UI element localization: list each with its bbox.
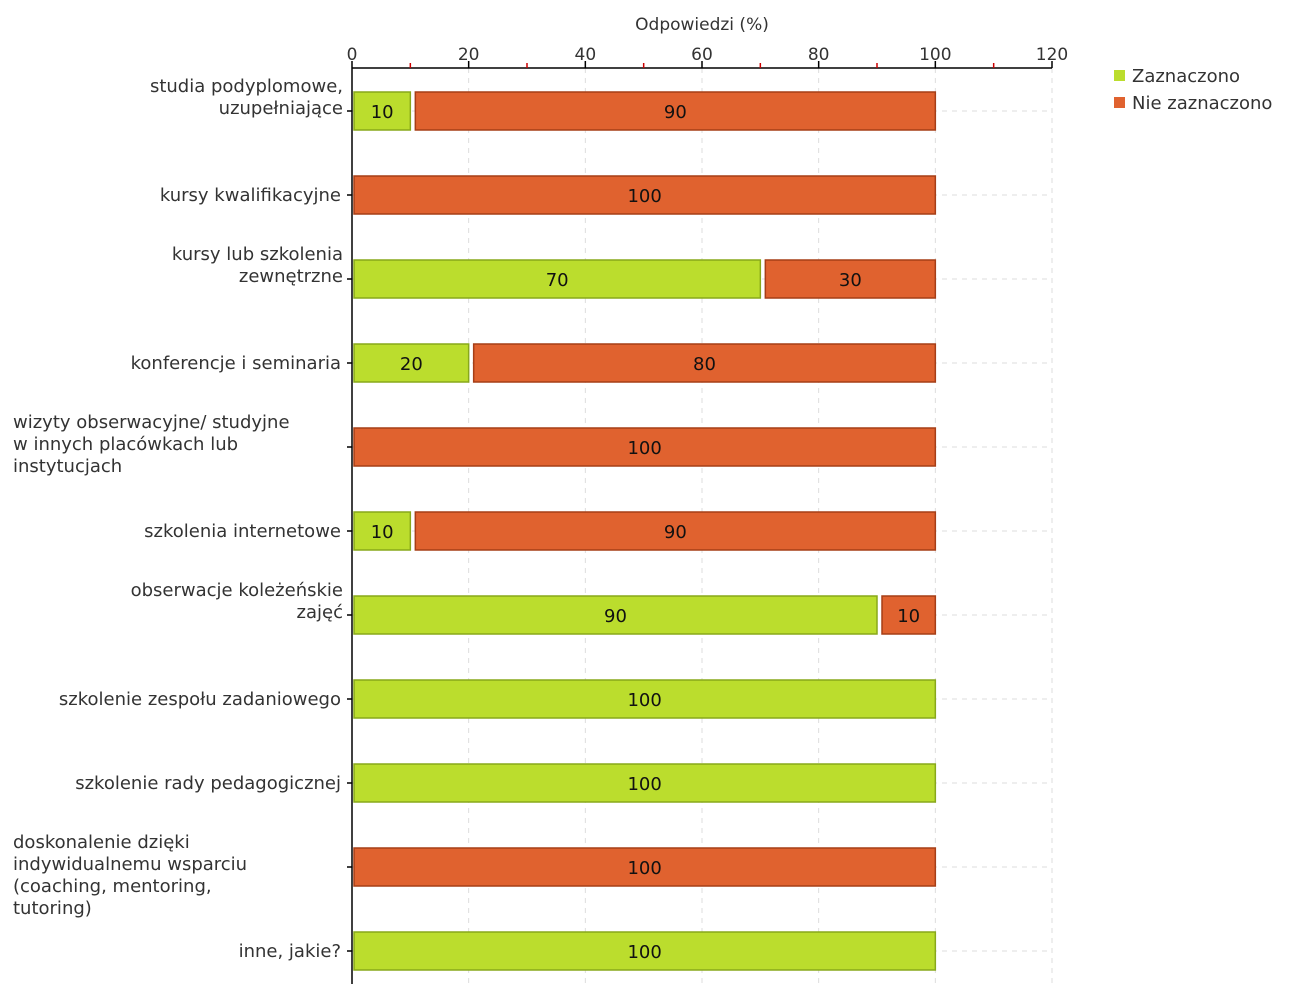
- category-label: instytucjach: [13, 456, 122, 477]
- category-label: obserwacje koleżeńskie: [131, 580, 343, 601]
- legend-label: Nie zaznaczono: [1132, 93, 1272, 114]
- bar-value-label: 30: [839, 270, 862, 291]
- bar-value-label: 90: [664, 102, 687, 123]
- category-label: kursy lub szkolenia: [172, 244, 343, 265]
- bar-segment: [353, 511, 412, 551]
- bar-value-label: 100: [627, 774, 661, 795]
- x-axis-ticks: 0 20 40 60 80 100 120: [347, 45, 1068, 952]
- category-label: szkolenie rady pedagogicznej: [75, 773, 341, 794]
- bar-segment: [353, 679, 937, 719]
- bar-segment: [353, 931, 937, 971]
- bar-value-label: 100: [627, 438, 661, 459]
- category-label: szkolenia internetowe: [144, 521, 341, 542]
- category-label: uzupełniające: [219, 98, 343, 119]
- x-tick-label: 0: [347, 45, 358, 65]
- category-label: wizyty obserwacyjne/ studyjne: [13, 412, 290, 433]
- bar-segment: [353, 259, 762, 299]
- category-label: kursy kwalifikacyjne: [160, 185, 341, 206]
- category-label: konferencje i seminaria: [131, 353, 341, 374]
- category-label: zajęć: [297, 602, 343, 623]
- bar-segment: [472, 343, 937, 383]
- category-label: (coaching, mentoring,: [13, 876, 212, 897]
- category-label: zewnętrzne: [239, 266, 343, 287]
- category-label: inne, jakie?: [239, 941, 341, 962]
- x-tick-label: 80: [808, 45, 830, 65]
- bar-value-label: 10: [371, 522, 394, 543]
- bar-value-label: 10: [897, 606, 920, 627]
- bars: 10 90 100 70 30 20 80 100 10 90 90 10 100 100 100 100: [353, 91, 937, 971]
- category-label: szkolenie zespołu zadaniowego: [59, 689, 341, 710]
- category-label: doskonalenie dzięki: [13, 832, 190, 853]
- bar-segment: [353, 91, 412, 131]
- legend-swatch: [1114, 97, 1125, 108]
- bar-segment: [353, 595, 878, 635]
- bar-segment: [353, 847, 937, 887]
- bar-value-label: 80: [693, 354, 716, 375]
- bar-value-label: 100: [627, 942, 661, 963]
- bar-value-label: 100: [627, 858, 661, 879]
- legend-label: Zaznaczono: [1132, 66, 1240, 87]
- category-labels: studia podyplomowe,uzupełniające kursy kw…: [13, 76, 343, 962]
- bar-segment: [881, 595, 937, 635]
- bar-segment: [353, 427, 937, 467]
- legend-swatch: [1114, 70, 1125, 81]
- category-label: w innych placówkach lub: [13, 434, 238, 455]
- x-axis-title: Odpowiedzi (%): [635, 15, 769, 35]
- bar-segment: [353, 763, 937, 803]
- x-tick-label: 40: [575, 45, 597, 65]
- bar-value-label: 90: [604, 606, 627, 627]
- bar-segment: [764, 259, 937, 299]
- x-tick-label: 100: [919, 45, 951, 65]
- x-tick-label: 60: [691, 45, 713, 65]
- category-label: tutoring): [13, 898, 92, 919]
- bar-value-label: 100: [627, 690, 661, 711]
- bar-value-label: 70: [546, 270, 569, 291]
- bar-segment: [353, 175, 937, 215]
- bar-value-label: 100: [627, 186, 661, 207]
- bar-value-label: 20: [400, 354, 423, 375]
- bar-segment: [353, 343, 470, 383]
- legend: Zaznaczono Nie zaznaczono: [1114, 66, 1272, 114]
- bar-value-label: 10: [371, 102, 394, 123]
- x-tick-label: 20: [458, 45, 480, 65]
- category-label: studia podyplomowe,: [150, 76, 343, 97]
- bar-segment: [414, 511, 937, 551]
- x-tick-label: 120: [1036, 45, 1068, 65]
- category-label: indywidualnemu wsparciu: [13, 854, 247, 875]
- bar-segment: [414, 91, 937, 131]
- bar-value-label: 90: [664, 522, 687, 543]
